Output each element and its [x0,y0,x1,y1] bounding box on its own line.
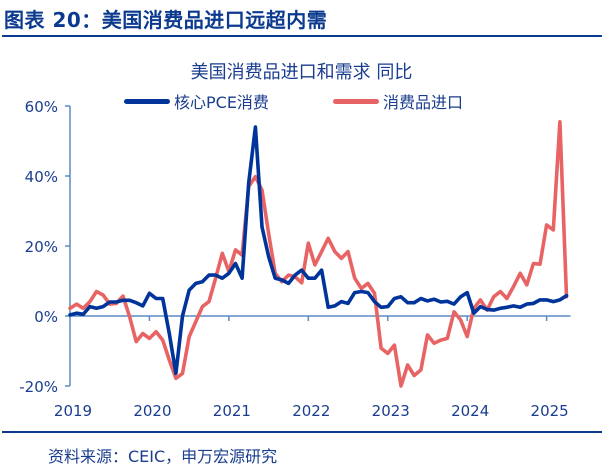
x-tick-label: 2021 [213,402,251,420]
series-line-pce [68,125,569,376]
x-tick-label: 2020 [133,402,171,420]
x-tick-label: 2025 [531,402,569,420]
x-tick-label: 2019 [54,402,92,420]
title-divider [2,35,602,37]
source-note: 资料来源：CEIC，申万宏源研究 [48,447,278,466]
x-tick-label: 2022 [292,402,330,420]
y-tick-label: 40% [25,168,58,186]
y-tick-label: -20% [19,378,58,396]
figure-title: 图表 20：美国消费品进口远超内需 [4,8,328,32]
legend-label-pce: 核心PCE消费 [174,93,269,112]
x-tick-label: 2023 [372,402,410,420]
chart-title: 美国消费品进口和需求 同比 [190,62,413,83]
legend-swatch-pce [124,98,170,104]
y-tick-label: 60% [25,98,58,116]
x-tick-label: 2024 [451,402,489,420]
legend-label-imports: 消费品进口 [382,93,463,112]
legend: 核心PCE消费 消费品进口 [124,89,487,113]
legend-swatch-imports [332,98,379,104]
legend-item-pce: 核心PCE消费 [124,89,269,113]
footer-divider [2,431,602,433]
y-tick-label: 0% [34,308,58,326]
series-line-imports [68,120,569,388]
legend-item-imports: 消费品进口 [332,89,463,113]
y-tick-label: 20% [25,238,58,256]
